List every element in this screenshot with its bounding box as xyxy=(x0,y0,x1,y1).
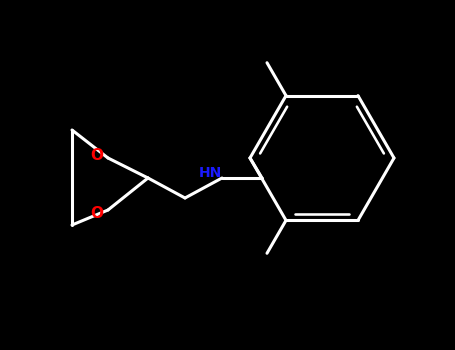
Text: O: O xyxy=(91,205,103,220)
Text: HN: HN xyxy=(198,166,222,180)
Text: O: O xyxy=(91,147,103,162)
